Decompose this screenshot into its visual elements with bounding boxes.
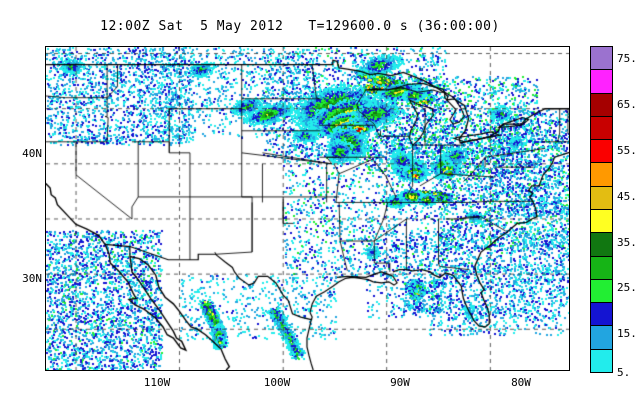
colorbar-swatch bbox=[590, 69, 613, 94]
colorbar-swatch bbox=[590, 185, 613, 210]
colorbar-swatch bbox=[590, 115, 613, 141]
colorbar-swatch bbox=[590, 302, 613, 327]
colorbar bbox=[590, 46, 613, 373]
map-plot-area bbox=[45, 46, 570, 371]
colorbar-swatch bbox=[590, 278, 613, 304]
plot-title: 12:00Z Sat 5 May 2012 T=129600.0 s (36:0… bbox=[100, 19, 500, 34]
colorbar-tick-label: 65. bbox=[617, 98, 637, 111]
colorbar-swatch bbox=[590, 139, 613, 164]
colorbar-swatch bbox=[590, 325, 613, 350]
colorbar-tick-label: 55. bbox=[617, 144, 637, 157]
colorbar-swatch bbox=[590, 255, 613, 280]
radar-reflectivity-canvas bbox=[46, 47, 569, 370]
colorbar-swatch bbox=[590, 46, 613, 71]
y-axis-tick-label: 30N bbox=[22, 272, 42, 285]
colorbar-swatch bbox=[590, 348, 613, 373]
colorbar-tick-label: 15. bbox=[617, 327, 637, 340]
colorbar-tick-label: 45. bbox=[617, 190, 637, 203]
colorbar-tick-label: 25. bbox=[617, 281, 637, 294]
x-axis-tick-label: 80W bbox=[511, 376, 531, 389]
colorbar-tick-label: 35. bbox=[617, 236, 637, 249]
colorbar-swatch bbox=[590, 92, 613, 117]
colorbar-swatch bbox=[590, 232, 613, 257]
colorbar-swatch bbox=[590, 209, 613, 234]
colorbar-tick-label: 75. bbox=[617, 52, 637, 65]
y-axis-tick-label: 40N bbox=[22, 147, 42, 160]
x-axis-tick-label: 90W bbox=[390, 376, 410, 389]
x-axis-tick-label: 100W bbox=[263, 376, 291, 389]
colorbar-swatch bbox=[590, 162, 613, 187]
colorbar-tick-label: 5. bbox=[617, 366, 631, 379]
x-axis-tick-label: 110W bbox=[143, 376, 171, 389]
